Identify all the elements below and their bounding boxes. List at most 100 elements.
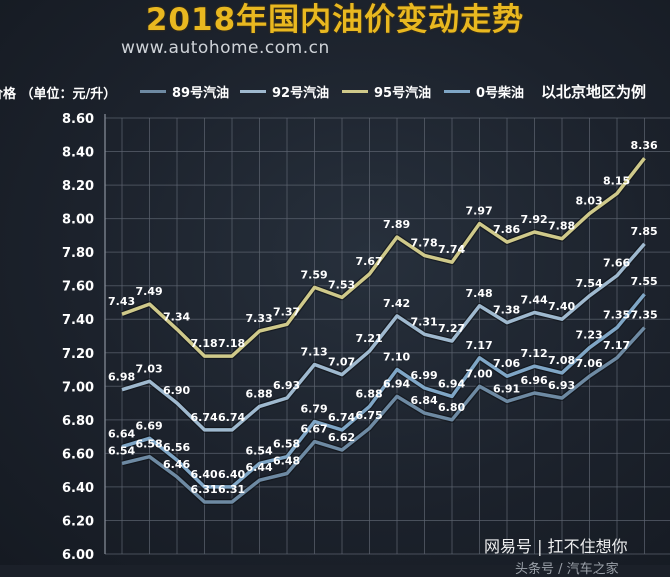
data-label: 7.08 [548,354,575,367]
data-label: 7.48 [466,287,493,300]
y-tick-label: 6.00 [62,548,94,563]
price-line-chart: 6.00 6.20 6.40 6.60 6.80 7.00 7.20 7.40 7.60 7.80… [62,112,670,563]
data-label: 8.03 [576,195,603,208]
data-label: 7.78 [411,237,438,250]
y-tick-label: 7.00 [62,380,94,395]
legend-label-89: 89号汽油 [172,85,230,101]
data-label: 7.67 [356,255,383,268]
series-line [121,292,646,489]
data-label: 6.58 [273,438,300,451]
data-label: 6.54 [246,444,273,457]
y-tick-label: 6.40 [62,481,94,496]
data-label: 7.07 [328,356,355,369]
data-label: 7.38 [493,304,520,317]
data-label: 6.74 [218,411,245,424]
data-label: 6.46 [163,458,190,471]
data-label: 7.35 [631,309,658,322]
data-label: 6.93 [273,379,300,392]
y-tick-label: 7.80 [62,246,94,261]
data-label: 7.06 [493,357,520,370]
data-label: 7.92 [521,213,548,226]
data-label: 7.55 [631,275,658,288]
legend-swatch-0 [444,89,470,93]
series-line [121,157,646,358]
data-label: 7.33 [246,312,273,325]
y-tick-label: 7.60 [62,280,94,295]
data-label: 6.91 [493,382,520,395]
data-label: 7.88 [548,220,575,233]
data-label: 7.37 [273,305,300,318]
data-label: 7.17 [466,339,493,352]
watermark-partial: 头条号 / 汽车之家 [515,562,619,577]
data-label: 7.06 [576,357,603,370]
source-url: www.autohome.com.cn [121,38,330,58]
data-label: 6.56 [163,441,190,454]
data-label: 7.97 [466,205,493,218]
y-tick-label: 7.20 [62,347,94,362]
data-label: 7.13 [301,346,328,359]
data-label: 6.62 [328,431,355,444]
y-tick-label: 6.80 [62,414,94,429]
data-label: 7.21 [356,332,383,345]
y-tick-label: 7.40 [62,313,94,328]
data-label: 7.17 [603,339,630,352]
data-label: 6.96 [521,374,548,387]
data-label: 7.74 [438,243,465,256]
data-label: 7.42 [383,297,410,310]
data-label: 8.15 [603,174,630,187]
data-label: 7.49 [136,285,163,298]
data-label: 7.00 [466,367,493,380]
region-note: 以北京地区为例 [541,83,647,101]
chart-title: 2018年国内油价变动走势 [145,2,525,38]
y-tick-label: 8.20 [62,179,94,194]
y-tick-label: 6.20 [62,514,94,529]
data-label: 6.88 [356,387,383,400]
data-label: 6.74 [191,411,218,424]
data-label: 6.48 [273,455,300,468]
legend-item-92: 92号汽油 [240,83,330,101]
watermark: 网易号 | 扛不住想你 [484,537,628,556]
y-tick-label: 8.40 [62,146,94,161]
data-label: 6.64 [108,428,135,441]
legend-item-89: 89号汽油 [140,83,230,101]
data-label: 6.98 [108,371,135,384]
background [0,0,670,565]
data-label: 7.35 [603,309,630,322]
data-label: 7.27 [438,322,465,335]
legend-item-95: 95号汽油 [342,83,431,101]
data-label: 7.40 [548,300,575,313]
data-label: 6.94 [438,377,465,390]
data-label: 7.59 [301,268,328,281]
y-tick-label: 6.60 [62,447,94,462]
data-label: 8.36 [631,139,658,152]
data-label: 7.89 [383,218,410,231]
data-label: 6.67 [301,423,328,436]
data-label: 6.40 [191,468,218,481]
data-label: 7.53 [328,278,355,291]
data-label: 6.31 [218,483,245,496]
data-label: 7.66 [603,257,630,270]
legend-label-0: 0号柴油 [476,85,525,101]
data-label: 7.44 [521,294,548,307]
data-label: 6.54 [108,444,135,457]
data-label: 7.86 [493,223,520,236]
data-label: 7.31 [411,315,438,328]
legend-label-92: 92号汽油 [272,85,330,101]
legend-swatch-95 [342,89,368,93]
data-label: 6.69 [136,419,163,432]
data-label: 7.85 [631,225,658,238]
data-label: 7.03 [136,362,163,375]
data-label: 6.40 [218,468,245,481]
data-label: 7.34 [163,310,190,323]
data-label: 7.43 [108,295,135,308]
data-label: 7.54 [576,277,603,290]
series-line [121,326,646,504]
data-label: 6.84 [411,394,438,407]
legend-swatch-92 [240,89,266,93]
data-label: 7.23 [576,329,603,342]
data-label: 7.18 [218,337,245,350]
legend-swatch-89 [140,89,166,93]
series-line [121,242,646,432]
data-label: 6.90 [163,384,190,397]
legend-item-0: 0号柴油 [444,83,525,101]
